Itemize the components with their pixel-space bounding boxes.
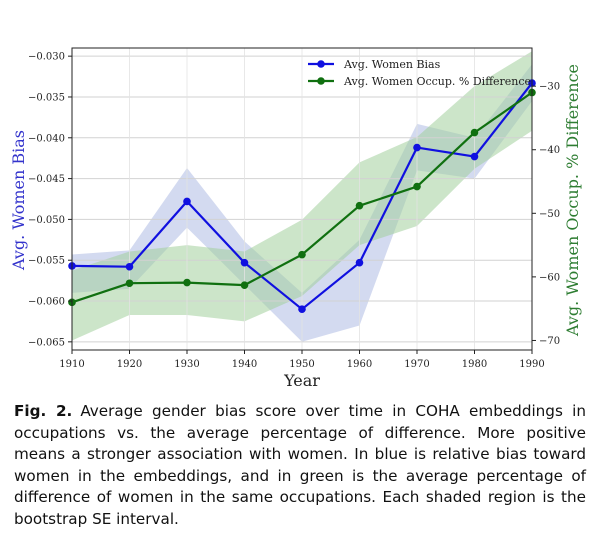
x-axis-title: Year — [283, 371, 320, 390]
point-series-1-1980 — [470, 152, 479, 161]
x-tick-label: 1970 — [404, 359, 429, 370]
point-series-2-1940 — [240, 281, 249, 289]
x-tick-label: 1920 — [117, 359, 142, 370]
left-tick-label: −0.050 — [28, 215, 65, 226]
left-tick-label: −0.060 — [28, 297, 65, 308]
legend-label-1: Avg. Women Bias — [343, 58, 441, 71]
left-axis-ticks: −0.030 −0.035 −0.040 −0.045 −0.050 −0.055 −0.0… — [28, 52, 72, 348]
right-tick-label: −60 — [539, 272, 560, 283]
point-series-1-1940 — [240, 258, 249, 267]
left-tick-label: −0.065 — [28, 337, 65, 348]
x-tick-label: 1940 — [232, 359, 257, 370]
x-tick-label: 1950 — [289, 359, 314, 370]
x-axis-ticks: 1910 1920 1930 1940 1950 1960 1970 1980 1990 — [59, 350, 545, 370]
right-axis-title: Avg. Women Occup. % Difference — [563, 64, 582, 337]
point-series-2-1960 — [355, 201, 364, 210]
right-tick-label: −50 — [539, 209, 560, 220]
point-series-1-1970 — [413, 143, 421, 152]
left-tick-label: −0.030 — [28, 52, 65, 63]
point-series-2-1930 — [183, 278, 191, 287]
x-tick-label: 1910 — [59, 359, 84, 370]
legend-marker-1 — [317, 60, 325, 68]
caption-text: Average gender bias score over time in C… — [14, 402, 586, 528]
point-series-1-1960 — [355, 258, 364, 267]
right-tick-label: −70 — [539, 336, 560, 347]
legend-marker-2 — [317, 77, 325, 85]
point-series-2-1980 — [470, 128, 479, 137]
left-axis-title: Avg. Women Bias — [9, 130, 28, 271]
caption-label: Fig. 2. — [14, 402, 73, 420]
right-tick-label: −40 — [539, 145, 560, 156]
right-axis-ticks: −30 −40 −50 −60 −70 — [532, 82, 560, 347]
figure-caption: Fig. 2. Average gender bias score over ti… — [14, 401, 586, 530]
left-tick-label: −0.040 — [28, 133, 65, 144]
legend-label-2: Avg. Women Occup. % Difference — [343, 75, 531, 88]
left-tick-label: −0.035 — [28, 92, 65, 103]
point-series-2-1970 — [413, 182, 421, 191]
point-series-2-1920 — [125, 279, 134, 288]
right-tick-label: −30 — [539, 82, 560, 93]
point-series-2-1950 — [298, 250, 306, 259]
left-tick-label: −0.055 — [28, 256, 65, 267]
x-tick-label: 1960 — [347, 359, 372, 370]
point-series-1-1950 — [298, 305, 306, 313]
legend: Avg. Women Bias Avg. Women Occup. % Diffe… — [308, 58, 531, 88]
point-series-1-1920 — [125, 262, 134, 271]
x-tick-label: 1980 — [462, 359, 487, 370]
x-tick-label: 1990 — [519, 359, 544, 370]
left-tick-label: −0.045 — [28, 174, 65, 185]
chart: −0.030 −0.035 −0.040 −0.045 −0.050 −0.055 −0.0… — [9, 47, 582, 390]
point-series-1-1930 — [183, 197, 191, 206]
x-tick-label: 1930 — [174, 359, 199, 370]
data-points — [68, 79, 536, 313]
